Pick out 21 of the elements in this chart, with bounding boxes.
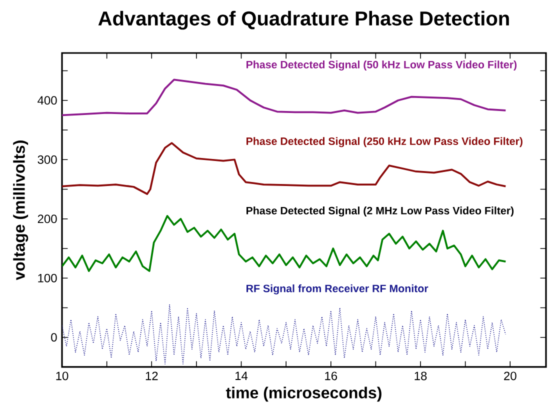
x-axis-title: time (microseconds) <box>226 386 382 402</box>
y-axis-title: voltage (millivolts) <box>13 140 28 280</box>
y-tick-label: 300 <box>38 155 57 164</box>
x-tick-label: 12 <box>146 372 158 380</box>
series-label: Phase Detected Signal (250 kHz Low Pass Video Filter) <box>246 137 522 148</box>
y-tick-label: 200 <box>38 214 57 224</box>
line-series <box>62 78 507 116</box>
y-tick-label: 0 <box>51 333 57 342</box>
text: Phase Detected Signal (50 kHz Low Pass Video Filter) <box>246 60 517 71</box>
y-tick-label: 400 <box>38 96 57 105</box>
line-series <box>62 304 506 364</box>
series-label: Phase Detected Signal (2 MHz Low Pass Video Filter) <box>246 206 514 217</box>
x-tick-label: 16 <box>325 372 338 380</box>
x-tick-label: 18 <box>414 372 427 380</box>
line-series <box>62 214 507 272</box>
chart-title: Advantages of Quadrature Phase Detection <box>98 10 509 30</box>
x-tick-label: 14 <box>236 372 248 380</box>
x-tick-label: 10 <box>56 372 68 380</box>
x-tick-label: 20 <box>504 372 516 380</box>
y-tick-label: 100 <box>38 274 57 282</box>
series-label: RF Signal from Receiver RF Monitor <box>246 284 428 294</box>
